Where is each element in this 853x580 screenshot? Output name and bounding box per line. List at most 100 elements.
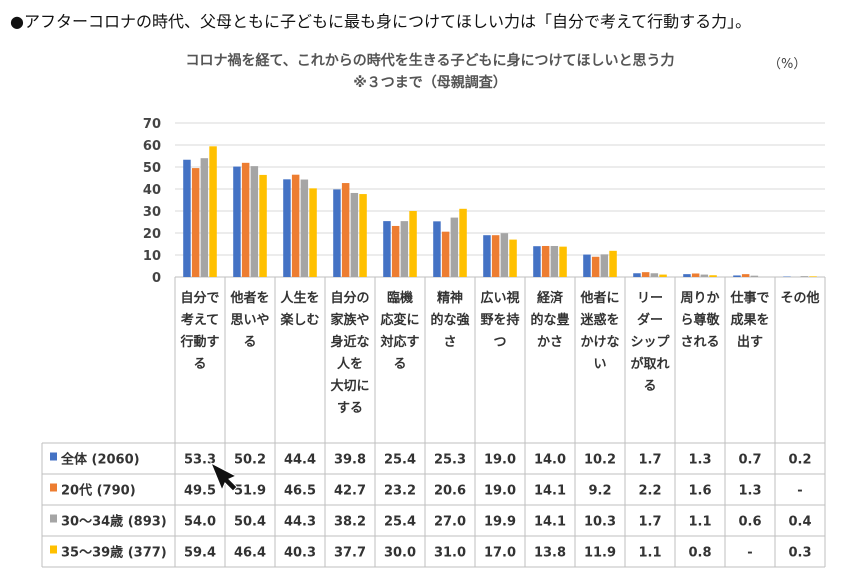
category-label-line: 精神 — [437, 290, 463, 306]
data-label: 14.0 — [534, 453, 566, 468]
data-label: 10.3 — [584, 515, 616, 530]
data-label: 38.2 — [334, 515, 366, 530]
data-label: 46.4 — [234, 546, 266, 561]
category-label-line: 応変に — [380, 312, 419, 328]
bar — [641, 272, 650, 277]
category-label-line: 経済 — [537, 290, 564, 306]
data-label: 0.8 — [688, 546, 711, 561]
category-label-line: さ — [443, 335, 456, 350]
data-label: - — [747, 546, 752, 561]
category-label-line: 的な豊 — [530, 312, 569, 328]
bar — [709, 275, 717, 277]
data-label: 31.0 — [434, 546, 466, 561]
bar — [659, 274, 667, 277]
bar — [383, 221, 391, 277]
legend-label: 20代 (790) — [61, 483, 136, 499]
bar — [291, 174, 300, 277]
bar — [409, 211, 417, 277]
bar — [341, 183, 350, 277]
bar — [241, 162, 250, 277]
category-label-line: 人生を — [280, 290, 319, 306]
data-label: 42.7 — [334, 484, 366, 499]
bar — [250, 166, 259, 277]
data-label: 1.1 — [688, 515, 711, 530]
bar — [350, 192, 359, 277]
category-label: 臨機応変に対応する — [379, 290, 419, 372]
category-label-line: る — [393, 357, 406, 372]
category-label: 他者を思いやる — [229, 290, 269, 350]
headline: ●アフターコロナの時代、父母ともに子どもに最も身につけてほしい力は「自分で考えて… — [10, 12, 752, 31]
y-tick-label: 20 — [143, 227, 161, 242]
data-label: 19.0 — [484, 484, 516, 499]
data-label: - — [797, 484, 802, 499]
bar — [800, 276, 809, 277]
legend-swatch — [50, 514, 57, 523]
category-label-line: 対応す — [379, 334, 419, 350]
category-label-line: 思いや — [230, 313, 269, 328]
bar — [683, 274, 691, 277]
data-label: 54.0 — [184, 515, 216, 530]
chart-subtitle: ※３つまで（母親調査） — [353, 75, 507, 91]
bar — [233, 166, 241, 277]
data-label: 19.0 — [484, 453, 516, 468]
bar — [483, 235, 491, 277]
bar — [650, 273, 659, 277]
data-label: 0.2 — [788, 453, 811, 468]
category-label-line: ダー — [637, 312, 663, 328]
y-tick-label: 30 — [143, 205, 161, 220]
y-tick-label: 50 — [143, 161, 161, 176]
data-label: 27.0 — [434, 515, 466, 530]
chart-title: コロナ禍を経て、これからの時代を生きる子どもに身につけてほしいと思う力 — [185, 53, 675, 69]
data-label: 51.9 — [234, 484, 266, 499]
category-label-line: 野を持 — [480, 312, 519, 328]
category-label-line: 大切に — [330, 378, 369, 394]
data-label: 44.3 — [284, 515, 316, 530]
bar — [359, 194, 367, 277]
category-label: 人生を楽しむ — [279, 290, 319, 328]
category-label-line: 他者に — [579, 290, 619, 306]
data-label: 37.7 — [334, 546, 366, 561]
category-label-line: 自分の — [330, 290, 369, 306]
bar — [309, 188, 317, 277]
bar — [459, 208, 467, 277]
data-label: 0.6 — [738, 515, 761, 530]
bar — [191, 168, 200, 277]
category-label-line: ら尊敬 — [680, 312, 720, 328]
bar — [200, 158, 209, 277]
data-label: 13.8 — [534, 546, 566, 561]
category-label-line: 迷惑を — [579, 312, 619, 328]
data-label: 14.1 — [534, 484, 566, 499]
bar — [809, 276, 817, 277]
data-label: 1.1 — [638, 546, 661, 561]
data-label: 40.3 — [284, 546, 316, 561]
y-tick-label: 70 — [143, 117, 161, 132]
category-label: 周りから尊敬される — [680, 291, 720, 350]
category-label-line: 家族や — [330, 312, 369, 328]
data-label: 1.3 — [688, 453, 711, 468]
category-label: その他 — [780, 290, 819, 306]
category-label-line: 臨機 — [387, 290, 413, 306]
data-label: 17.0 — [484, 546, 516, 561]
bar — [750, 275, 759, 277]
data-label: 23.2 — [384, 484, 416, 499]
category-label: 精神的な強さ — [430, 290, 469, 350]
legend-swatch — [50, 452, 57, 461]
y-tick-label: 0 — [152, 271, 161, 286]
data-label: 19.9 — [484, 515, 516, 530]
category-label-line: される — [680, 335, 719, 350]
category-label-line: 周りか — [680, 291, 719, 306]
category-label-line: 楽しむ — [279, 312, 319, 328]
category-label-line: が取れ — [630, 356, 669, 372]
data-label: 1.3 — [738, 484, 761, 499]
bar — [333, 189, 341, 277]
chart-title-block: コロナ禍を経て、これからの時代を生きる子どもに身につけてほしいと思う力 ※３つま… — [150, 50, 710, 94]
category-label-line: 身近な — [330, 334, 369, 350]
legend-label: 30～34歳 (893) — [61, 514, 167, 530]
category-label-line: その他 — [780, 290, 819, 306]
category-label-line: る — [243, 335, 256, 350]
category-label: 広い視野を持つ — [480, 290, 519, 350]
bar — [741, 274, 750, 277]
unit-label: （%） — [768, 57, 807, 72]
category-label: 自分で考えて行動する — [179, 290, 219, 372]
bar — [500, 233, 509, 277]
